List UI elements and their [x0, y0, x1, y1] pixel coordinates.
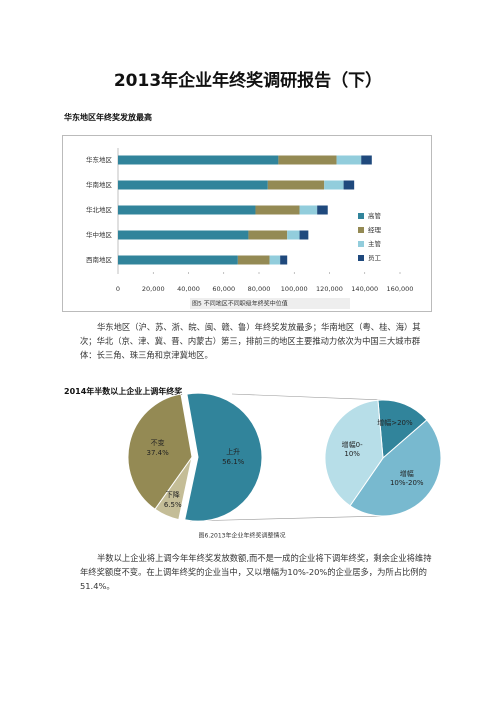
slice-value-label: 6.5% [163, 500, 182, 509]
y-tick-label: 华中地区 [86, 230, 113, 239]
y-tick-label: 华南地区 [86, 180, 113, 189]
connector [231, 393, 384, 401]
bar-segment [118, 180, 268, 190]
doc-title: 2013年企业年终奖调研报告（下） [113, 71, 383, 91]
bar-segment [336, 155, 362, 165]
slice-label: 不变 [150, 439, 165, 448]
bar-segment [278, 155, 337, 165]
x-tick-label: 160,000 [387, 285, 414, 293]
x-tick-label: 100,000 [281, 285, 308, 293]
x-tick-label: 20,000 [142, 285, 165, 293]
slice-value-label: 37.4% [146, 449, 169, 458]
pie-slice [377, 399, 428, 460]
bar-segment [248, 230, 288, 240]
y-tick-label: 西南地区 [86, 255, 113, 264]
slice-label: 增幅10%-20% [389, 470, 424, 488]
bar-segment [299, 205, 318, 215]
bar-segment [118, 155, 279, 165]
y-tick-label: 华东地区 [86, 155, 113, 164]
x-tick-label: 140,000 [351, 285, 378, 293]
legend-label: 高管 [368, 211, 382, 220]
paragraph: 半数以上企业将上调今年年终奖发放数额,而不是一成的企业将下调年终奖，剩余企业将维… [80, 553, 432, 591]
bar-segment [118, 205, 256, 215]
section-heading: 2014年半数以上企业上调年终奖 [64, 387, 183, 396]
slice-label: 增幅>20% [377, 419, 413, 428]
chart-caption: 图5 不同地区不同职级年终奖中位值 [192, 300, 288, 308]
slice-label: 下降 [165, 490, 180, 499]
bar-segment [118, 230, 249, 240]
legend-label: 主管 [368, 239, 382, 248]
bar-segment [118, 255, 238, 265]
bar-segment [343, 180, 355, 190]
bar-segment [299, 230, 309, 240]
chart-frame [62, 135, 432, 312]
x-tick-label: 0 [116, 285, 120, 293]
paragraph: 华东地区（沪、苏、浙、皖、闽、赣、鲁）年终奖发放最多；华南地区（粤、桂、海）其次… [80, 322, 421, 360]
legend-swatch [358, 213, 364, 219]
bar-segment [317, 205, 328, 215]
x-tick-label: 80,000 [248, 285, 271, 293]
legend-swatch [358, 227, 364, 233]
slice-value-label: 56.1% [222, 457, 245, 466]
bar-segment [324, 180, 344, 190]
chart-caption: 图6.2013年企业年终奖调整情况 [199, 532, 286, 540]
legend-swatch [358, 241, 364, 247]
pie-slice [349, 419, 442, 517]
legend-label: 经理 [368, 225, 382, 234]
caption-box [190, 298, 350, 309]
x-tick-label: 40,000 [177, 285, 200, 293]
slice-label: 增幅0-10% [341, 440, 363, 458]
section-heading: 华东地区年终奖发放最高 [64, 113, 152, 122]
y-tick-label: 华北地区 [86, 205, 113, 214]
slice-label: 上升 [226, 447, 241, 456]
connector [189, 515, 384, 522]
x-tick-label: 60,000 [212, 285, 235, 293]
bar-segment [255, 205, 300, 215]
bar-segment [287, 230, 300, 240]
bar-segment [237, 255, 270, 265]
x-tick-label: 120,000 [316, 285, 343, 293]
bar-segment [267, 180, 325, 190]
pie-slice [324, 399, 384, 507]
bar-segment [361, 155, 372, 165]
pie-slice [184, 392, 263, 522]
bar-segment [269, 255, 281, 265]
pie-slice [127, 393, 193, 510]
legend-label: 员工 [368, 254, 382, 262]
legend-swatch [358, 255, 364, 261]
bar-segment [280, 255, 288, 265]
